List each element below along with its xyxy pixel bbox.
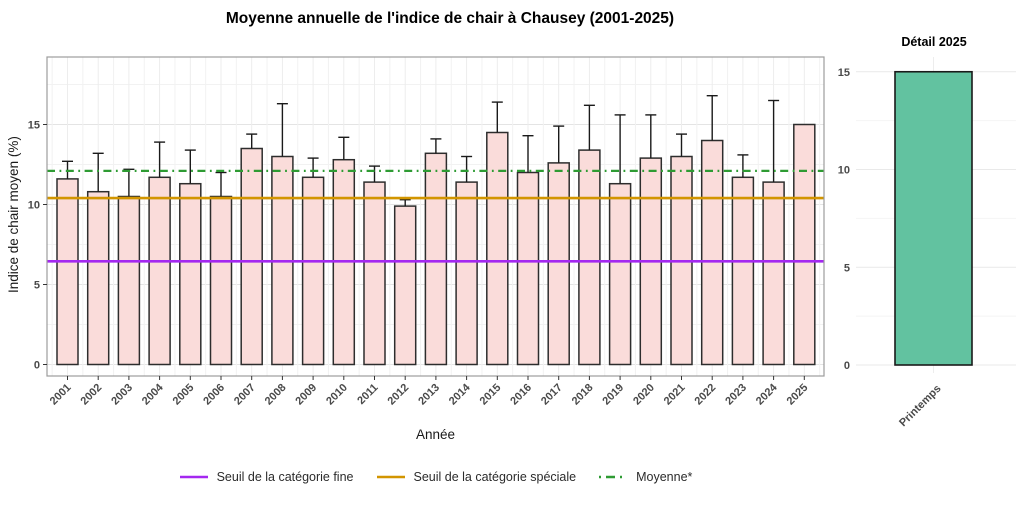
bar-2011 [363,181,386,366]
x-tick-label: 2005 [171,382,197,408]
x-tick-label: 2013 [416,382,442,408]
legend-label: Seuil de la catégorie fine [216,470,354,484]
y-axis-title: Indice de chair moyen (%) [6,136,21,294]
bar-2024 [762,181,785,366]
legend-label: Seuil de la catégorie spéciale [413,470,577,484]
bar-2014 [455,181,478,366]
bar-Printemps [894,70,973,366]
bar-2022 [700,139,724,366]
x-tick-label: 2021 [662,382,688,408]
legend-item-moyenne: Moyenne* [598,470,692,484]
x-tick-label: 2023 [723,382,749,408]
x-tick-label: 2024 [754,381,780,407]
bar-2016 [516,171,540,366]
bar-2001 [56,178,79,366]
y-tick-label: 15 [28,120,40,132]
bar-2003 [117,195,141,366]
bar-2018 [578,149,601,366]
x-axis-title: Année [415,427,456,442]
x-tick-label: 2010 [324,382,350,408]
bar-2017 [547,162,570,366]
x-tick-label: 2007 [232,382,258,408]
bar-2015 [486,131,509,366]
x-tick-label: 2016 [508,382,534,408]
x-tick-label: Printemps [897,383,944,430]
y-tick-label: 5 [844,262,850,274]
y-tick-label: 15 [838,67,850,79]
x-tick-label: 2020 [631,382,657,408]
x-tick-label: 2008 [263,382,289,408]
bar-2012 [393,205,417,366]
x-tick-label: 2019 [600,382,626,408]
y-tick-label: 0 [844,360,850,372]
x-tick-label: 2018 [570,382,596,408]
bar-2013 [424,152,448,366]
bar-2004 [148,176,171,366]
bar-2006 [209,195,233,366]
main-chart-title: Moyenne annuelle de l'indice de chair à … [225,10,675,27]
x-tick-label: 2001 [48,382,74,408]
bar-2019 [608,182,632,366]
x-tick-label: 2017 [539,382,565,408]
x-tick-label: 2011 [355,382,380,407]
legend-item-seuil-fine: Seuil de la catégorie fine [179,470,354,484]
bar-2023 [731,176,755,366]
y-tick-label: 10 [838,165,850,177]
legend-label: Moyenne* [636,470,693,484]
bar-2025 [793,123,816,366]
x-tick-label: 2025 [785,382,811,408]
y-tick-label: 5 [34,280,40,292]
bar-2007 [240,147,263,366]
legend-key-solid-line-icon [179,475,208,479]
x-tick-label: 2003 [109,382,135,408]
y-tick-label: 0 [34,360,40,372]
x-tick-label: 2004 [140,381,166,407]
bar-2002 [86,190,110,366]
legend-key-solid-line-icon [376,475,405,479]
legend-item-seuil-speciale: Seuil de la catégorie spéciale [376,470,577,484]
legend-key-dashdot-line-icon [599,475,628,479]
bar-2005 [179,182,202,366]
detail-chart-title: Détail 2025 [901,35,967,49]
legend: Seuil de la catégorie fine Seuil de la c… [47,470,824,484]
y-tick-label: 10 [28,200,40,212]
x-tick-label: 2006 [201,382,227,408]
x-tick-label: 2002 [79,382,105,408]
x-tick-label: 2012 [386,382,412,408]
x-tick-label: 2022 [693,382,719,408]
bar-2009 [301,176,325,366]
x-tick-label: 2015 [478,382,504,408]
x-tick-label: 2009 [293,382,319,408]
x-tick-label: 2014 [447,381,473,407]
